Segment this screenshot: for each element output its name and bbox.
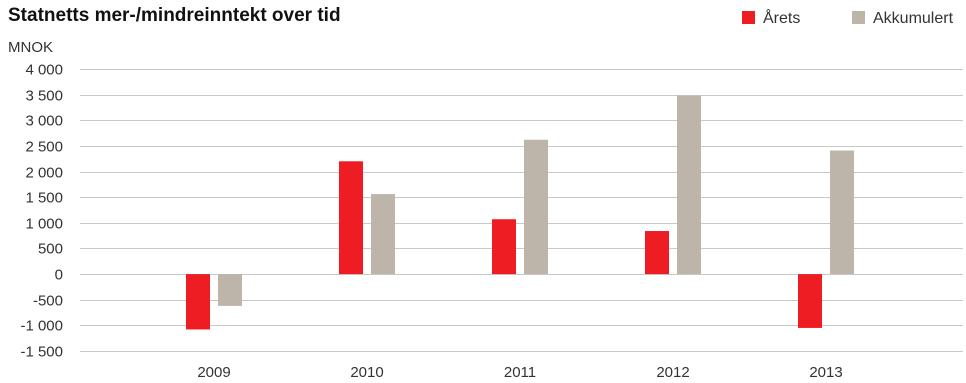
bar-akkumulert-2012	[677, 95, 701, 275]
y-tick-label: 3 500	[25, 88, 63, 105]
bar-akkumulert-2009	[218, 274, 242, 306]
y-tick-label: 2 000	[25, 165, 63, 182]
bar-arets-2013	[798, 274, 822, 328]
bar-akkumulert-2010	[371, 194, 395, 275]
x-axis-ticks: 2009 2010 2011 2012 2013	[197, 364, 842, 381]
x-tick-label: 2010	[350, 364, 383, 381]
legend-label-akkumulert: Akkumulert	[873, 10, 954, 27]
bar-akkumulert-2011	[524, 139, 548, 275]
y-axis-unit-label: MNOK	[8, 39, 53, 56]
y-tick-label: 500	[38, 241, 63, 258]
bar-arets-2011	[492, 219, 516, 275]
y-tick-label: -1 000	[20, 318, 63, 335]
y-tick-label: 4 000	[25, 62, 63, 79]
x-tick-label: 2009	[197, 364, 230, 381]
chart-title: Statnetts mer-/mindreinntekt over tid	[8, 5, 341, 26]
x-tick-label: 2011	[504, 364, 536, 381]
x-tick-label: 2012	[656, 364, 689, 381]
legend-label-arets: Årets	[763, 8, 800, 27]
y-tick-label: 2 500	[25, 139, 63, 156]
x-tick-label: 2013	[809, 364, 842, 381]
legend-swatch-arets	[742, 11, 755, 24]
legend-swatch-akkumulert	[852, 11, 865, 24]
bar-akkumulert-2013	[830, 150, 854, 275]
bar-arets-2009	[186, 274, 210, 330]
bar-arets-2010	[339, 161, 363, 275]
legend: Årets Akkumulert	[742, 8, 954, 27]
y-tick-label: 1 000	[25, 216, 63, 233]
y-tick-label: -1 500	[20, 344, 63, 361]
y-tick-label: 0	[55, 267, 63, 284]
y-tick-label: -500	[33, 293, 63, 310]
y-tick-label: 3 000	[25, 113, 63, 130]
bars	[186, 95, 854, 330]
bar-arets-2012	[645, 231, 669, 275]
y-axis-ticks: 4 000 3 500 3 000 2 500 2 000 1 500 1 000 500 0 -…	[20, 62, 63, 361]
y-tick-label: 1 500	[25, 190, 63, 207]
